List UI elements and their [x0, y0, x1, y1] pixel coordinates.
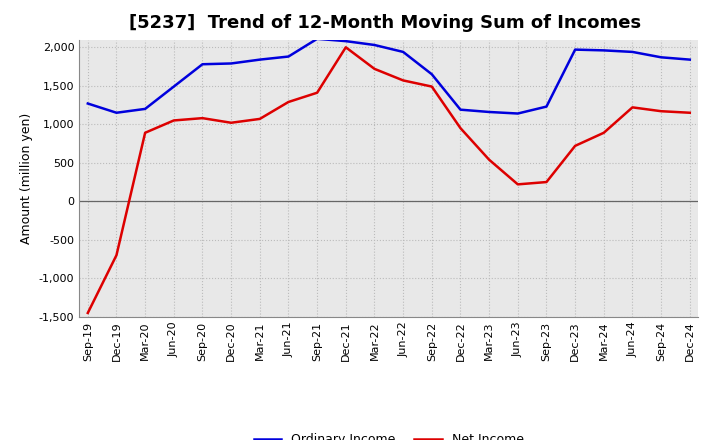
Ordinary Income [456, 107, 465, 112]
Net Income [571, 143, 580, 148]
Ordinary Income [284, 54, 293, 59]
Ordinary Income [227, 61, 235, 66]
Net Income [542, 180, 551, 185]
Net Income [628, 105, 636, 110]
Text: [5237]  Trend of 12-Month Moving Sum of Incomes: [5237] Trend of 12-Month Moving Sum of I… [129, 15, 641, 33]
Ordinary Income [84, 101, 92, 106]
Ordinary Income [112, 110, 121, 115]
Ordinary Income [542, 104, 551, 109]
Ordinary Income [428, 72, 436, 77]
Ordinary Income [370, 42, 379, 48]
Ordinary Income [256, 57, 264, 62]
Y-axis label: Amount (million yen): Amount (million yen) [20, 113, 33, 244]
Net Income [485, 157, 493, 162]
Net Income [657, 109, 665, 114]
Ordinary Income [341, 38, 350, 44]
Ordinary Income [628, 49, 636, 55]
Net Income [428, 84, 436, 89]
Net Income [600, 130, 608, 136]
Ordinary Income [485, 109, 493, 114]
Net Income [227, 120, 235, 125]
Legend: Ordinary Income, Net Income: Ordinary Income, Net Income [248, 429, 529, 440]
Line: Ordinary Income: Ordinary Income [88, 39, 690, 114]
Ordinary Income [312, 36, 321, 41]
Net Income [399, 78, 408, 83]
Ordinary Income [169, 84, 178, 89]
Net Income [513, 182, 522, 187]
Net Income [84, 310, 92, 315]
Net Income [169, 118, 178, 123]
Net Income [284, 99, 293, 105]
Ordinary Income [399, 49, 408, 55]
Net Income [685, 110, 694, 115]
Ordinary Income [657, 55, 665, 60]
Line: Net Income: Net Income [88, 47, 690, 313]
Net Income [312, 90, 321, 95]
Net Income [198, 115, 207, 121]
Net Income [141, 130, 150, 136]
Ordinary Income [600, 48, 608, 53]
Ordinary Income [198, 62, 207, 67]
Ordinary Income [141, 106, 150, 111]
Ordinary Income [513, 111, 522, 116]
Net Income [341, 44, 350, 50]
Net Income [112, 253, 121, 258]
Net Income [256, 116, 264, 121]
Net Income [456, 125, 465, 131]
Net Income [370, 66, 379, 71]
Ordinary Income [571, 47, 580, 52]
Ordinary Income [685, 57, 694, 62]
